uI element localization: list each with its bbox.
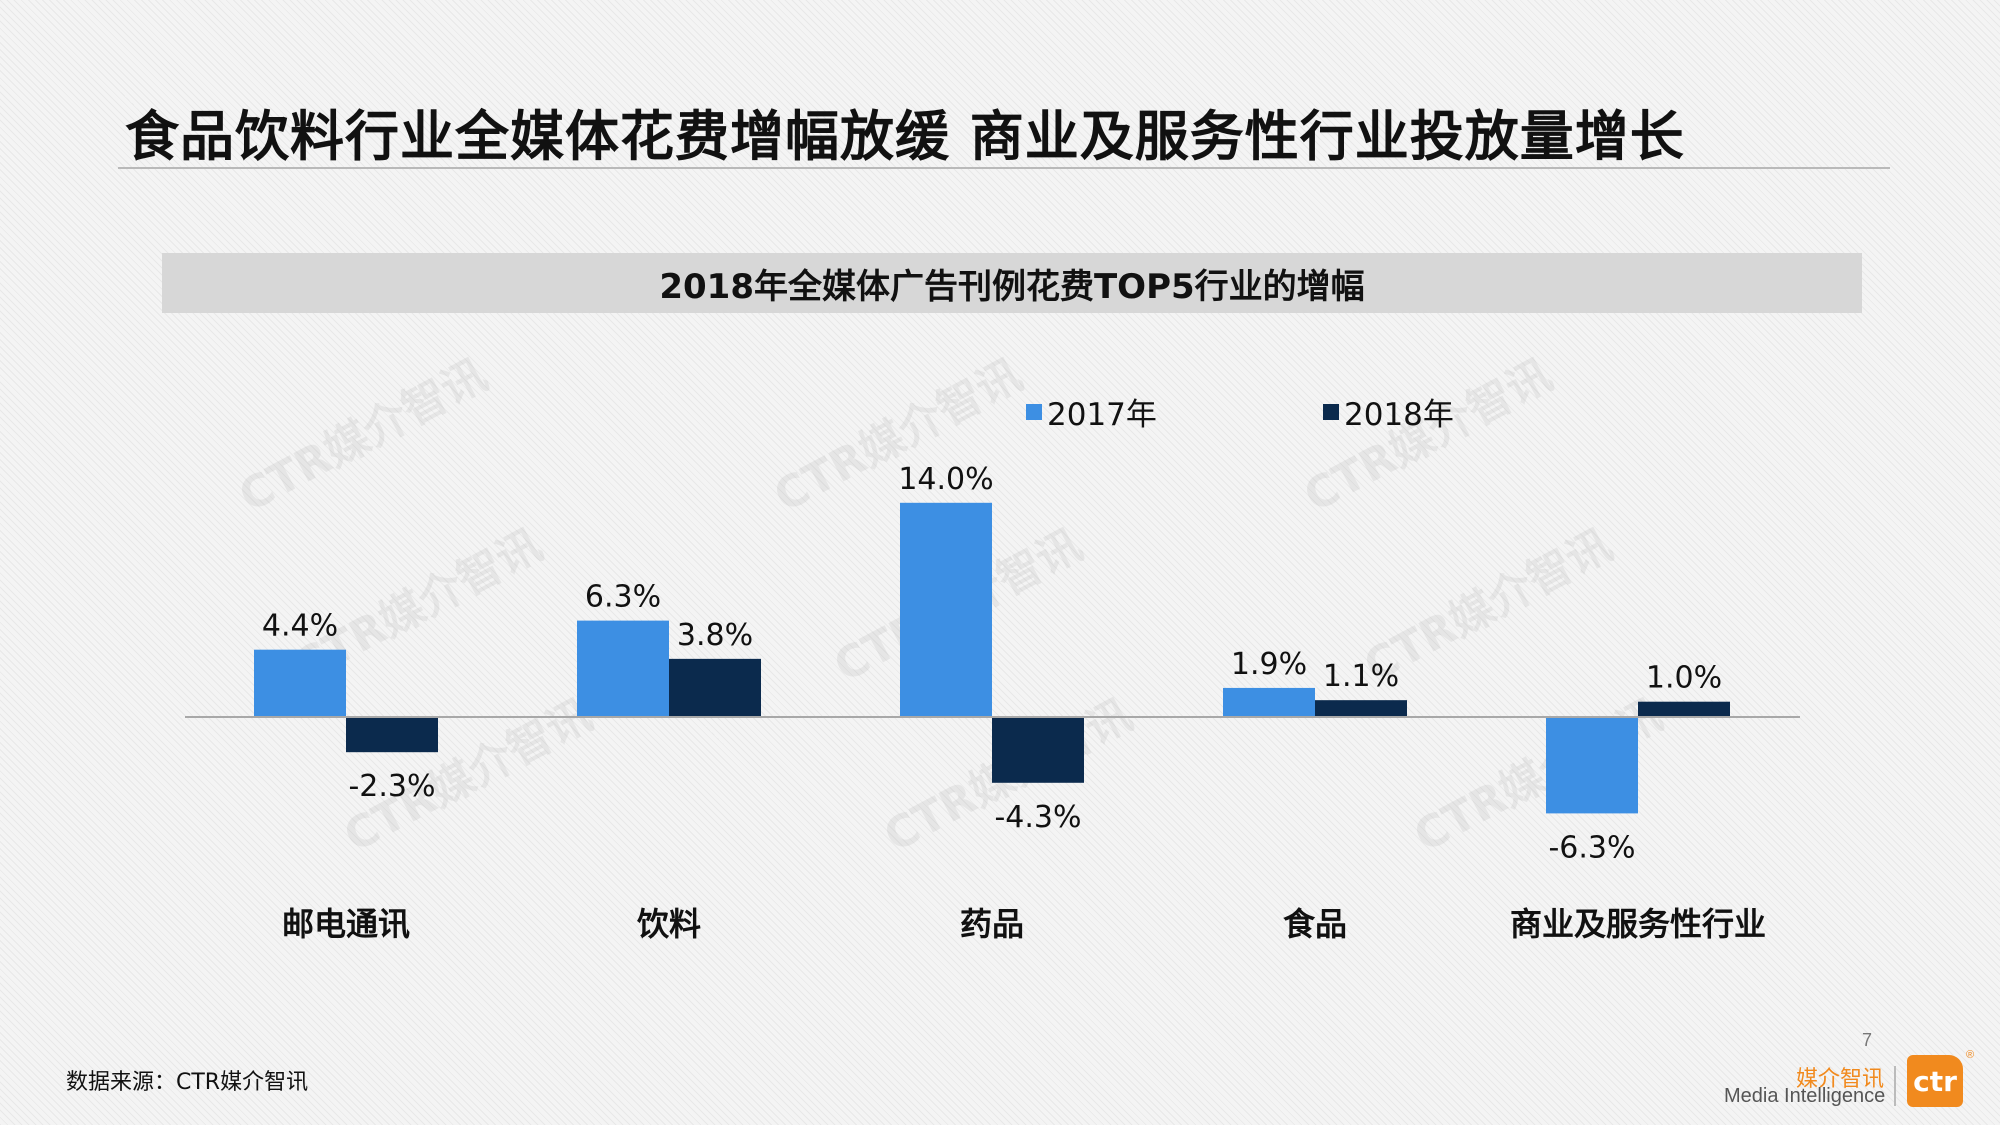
bar-2017-0 xyxy=(254,649,346,717)
chart-title: 2018年全媒体广告刊例花费TOP5行业的增幅 xyxy=(659,266,1365,307)
category-label-2: 药品 xyxy=(960,905,1024,943)
category-label-0: 邮电通讯 xyxy=(282,905,410,943)
legend-item-2018: 2018年 xyxy=(1323,389,1454,434)
data-label-2017-0: 4.4% xyxy=(262,609,338,644)
bar-2017-3 xyxy=(1223,687,1315,717)
data-label-2017-2: 14.0% xyxy=(898,462,993,497)
data-label-2017-4: -6.3% xyxy=(1548,830,1635,865)
legend-swatch-2018 xyxy=(1323,403,1339,420)
brand-name-en: Media Intelligence xyxy=(1724,1085,1886,1107)
bar-2018-0 xyxy=(346,717,438,753)
registered-mark: ® xyxy=(1966,1049,1975,1061)
ctr-logo: ctr xyxy=(1907,1055,1963,1107)
brand-name-cn: 媒介智讯 xyxy=(1796,1067,1885,1092)
data-label-2018-4: 1.0% xyxy=(1646,661,1722,696)
logo-text: ctr xyxy=(1913,1064,1957,1098)
bar-2018-2 xyxy=(992,717,1084,783)
data-label-2018-3: 1.1% xyxy=(1323,659,1399,694)
category-label-1: 饮料 xyxy=(637,905,701,943)
legend-label-2017: 2017年 xyxy=(1047,397,1157,433)
legend-label-2018: 2018年 xyxy=(1344,397,1454,433)
bar-2018-3 xyxy=(1315,700,1407,717)
bar-2018-1 xyxy=(669,658,761,717)
legend-swatch-2017 xyxy=(1026,403,1042,420)
bar-2017-4 xyxy=(1546,717,1638,814)
bar-2017-2 xyxy=(900,502,992,717)
category-label-3: 食品 xyxy=(1283,905,1347,943)
title-divider xyxy=(118,167,1890,169)
legend-item-2017: 2017年 xyxy=(1026,389,1157,434)
data-label-2018-0: -2.3% xyxy=(348,769,435,804)
page-number: 7 xyxy=(1862,1030,1873,1050)
data-source-note: 数据来源：CTR媒介智讯 xyxy=(66,1070,309,1095)
chart-title-bar: 2018年全媒体广告刊例花费TOP5行业的增幅 xyxy=(162,253,1862,313)
page-title: 食品饮料行业全媒体花费增幅放缓 商业及服务性行业投放量增长 xyxy=(125,105,1685,168)
brand-divider xyxy=(1894,1066,1896,1106)
data-label-2018-2: -4.3% xyxy=(994,800,1081,835)
category-label-4: 商业及服务性行业 xyxy=(1510,905,1766,943)
data-label-2018-1: 3.8% xyxy=(677,618,753,653)
bar-2017-1 xyxy=(577,620,669,717)
data-label-2017-3: 1.9% xyxy=(1231,647,1307,682)
data-label-2017-1: 6.3% xyxy=(585,580,661,615)
bar-2018-4 xyxy=(1638,701,1730,717)
